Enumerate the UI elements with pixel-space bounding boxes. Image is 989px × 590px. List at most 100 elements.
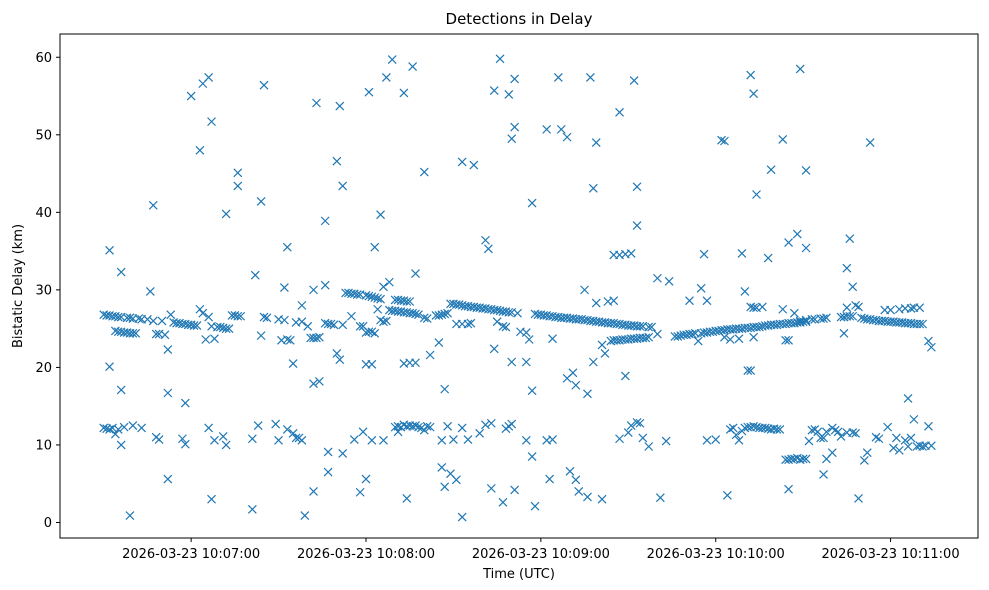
data-point — [326, 319, 336, 329]
data-point — [125, 511, 135, 520]
data-point — [186, 91, 196, 101]
data-point — [545, 474, 555, 484]
y-tick-label: 50 — [35, 128, 52, 143]
data-point — [329, 320, 339, 330]
data-point — [314, 332, 324, 342]
data-point — [309, 285, 318, 295]
data-point — [591, 138, 601, 147]
data-point — [314, 376, 324, 386]
data-point — [915, 319, 925, 329]
data-point — [530, 501, 540, 511]
data-point — [204, 312, 214, 322]
data-point — [408, 62, 418, 71]
data-point — [481, 420, 490, 430]
data-point — [332, 349, 342, 358]
data-point — [644, 332, 654, 342]
data-point — [451, 475, 461, 485]
data-point — [335, 101, 345, 111]
data-point — [411, 358, 420, 368]
data-point — [845, 234, 855, 244]
data-point — [312, 98, 321, 108]
data-point — [848, 282, 858, 292]
data-point — [527, 452, 537, 462]
data-point — [728, 423, 738, 433]
data-point — [696, 283, 706, 293]
data-point — [629, 76, 639, 85]
data-point — [177, 434, 187, 444]
data-point — [492, 305, 502, 315]
data-point — [210, 334, 219, 344]
data-point — [335, 355, 345, 365]
data-point — [632, 418, 642, 427]
x-axis-ticks: 2026-03-23 10:07:00 2026-03-23 10:08:00 20… — [122, 538, 960, 562]
data-point — [597, 340, 607, 350]
data-point — [653, 273, 662, 283]
data-point — [903, 394, 913, 403]
data-point — [749, 89, 759, 99]
data-point — [717, 135, 726, 145]
data-point — [711, 435, 721, 444]
data-point — [481, 235, 490, 245]
data-point — [437, 435, 447, 445]
data-point — [274, 435, 283, 445]
data-point — [524, 335, 534, 344]
data-point — [836, 432, 846, 441]
data-point — [309, 379, 318, 389]
data-point — [588, 357, 598, 367]
data-point — [620, 371, 630, 381]
data-point — [489, 344, 499, 354]
data-point — [693, 336, 703, 346]
data-point — [807, 425, 817, 435]
data-point — [422, 314, 432, 323]
data-point — [483, 244, 493, 254]
data-point — [151, 329, 161, 339]
data-point — [655, 493, 665, 503]
data-point — [894, 445, 904, 455]
data-point — [757, 302, 767, 312]
data-point — [725, 335, 735, 344]
data-point — [256, 331, 266, 341]
data-point — [379, 317, 388, 327]
data-point — [784, 335, 793, 345]
data-point — [370, 293, 380, 303]
data-point — [279, 283, 289, 292]
data-point — [361, 474, 371, 484]
data-point — [848, 311, 858, 321]
data-point — [495, 54, 505, 64]
data-point — [623, 428, 633, 437]
data-point — [419, 167, 429, 177]
data-point — [137, 423, 147, 433]
data-point — [414, 422, 423, 432]
data-point — [632, 221, 642, 230]
data-point — [874, 434, 884, 444]
data-point — [583, 492, 592, 502]
data-point — [755, 322, 764, 332]
data-point — [822, 427, 831, 437]
data-point — [588, 183, 598, 193]
data-point — [859, 456, 869, 465]
data-point — [915, 303, 925, 313]
data-point — [854, 494, 863, 503]
data-point — [463, 319, 473, 329]
data-point — [635, 418, 645, 428]
y-axis-label: Bistatic Delay (km) — [11, 224, 26, 348]
data-point — [457, 423, 467, 433]
y-tick-label: 30 — [35, 283, 52, 298]
data-point — [180, 398, 190, 408]
data-point — [804, 436, 814, 446]
data-point — [116, 385, 126, 395]
data-point — [924, 336, 933, 346]
data-point — [889, 443, 898, 453]
data-point — [437, 310, 447, 320]
data-point — [737, 249, 747, 258]
data-point — [419, 425, 429, 435]
data-point — [457, 157, 467, 167]
data-point — [201, 335, 211, 344]
data-point — [425, 422, 435, 432]
data-point — [720, 136, 729, 146]
x-tick-label: 2026-03-23 10:07:00 — [122, 547, 260, 562]
data-point — [798, 454, 808, 464]
data-point — [224, 324, 234, 334]
data-point — [845, 311, 855, 321]
data-point — [778, 304, 788, 314]
